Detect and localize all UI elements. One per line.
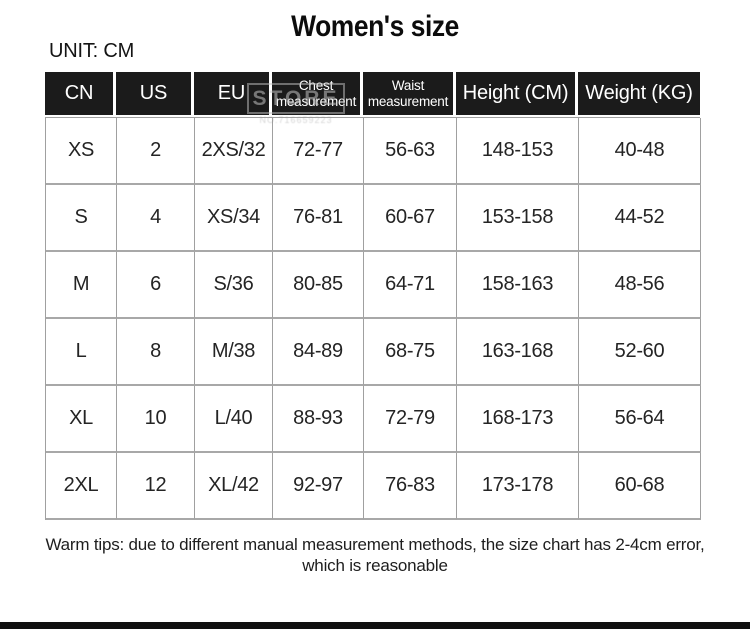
column-header-us: US [116,72,191,115]
table-header-row: CN US EU Chest measurement Waist measure… [45,72,700,115]
table-cell: 84-89 [273,319,364,386]
table-cell: 2XL [46,453,117,520]
table-cell: 163-168 [457,319,579,386]
table-cell: 10 [117,386,195,453]
column-header-cn: CN [45,72,113,115]
table-cell: 148-153 [457,118,579,185]
table-cell: M [46,252,117,319]
table-cell: 40-48 [579,118,701,185]
warm-tips-line2: which is reasonable [302,556,448,575]
table-cell: 158-163 [457,252,579,319]
table-cell: 68-75 [364,319,457,386]
table-cell: 44-52 [579,185,701,252]
column-header-weight: Weight (KG) [578,72,700,115]
table-cell: XL/42 [195,453,273,520]
table-cell: 64-71 [364,252,457,319]
table-cell: 12 [117,453,195,520]
table-cell: 6 [117,252,195,319]
table-cell: S [46,185,117,252]
table-cell: 72-79 [364,386,457,453]
column-header-eu: EU [194,72,269,115]
bottom-bar [0,622,750,629]
table-cell: 173-178 [457,453,579,520]
table-cell: M/38 [195,319,273,386]
table-cell: 2XS/32 [195,118,273,185]
warm-tips-note: Warm tips: due to different manual measu… [0,534,750,576]
warm-tips-line1: Warm tips: due to different manual measu… [45,535,705,554]
table-cell: 72-77 [273,118,364,185]
size-table: CN US EU Chest measurement Waist measure… [45,72,701,520]
table-body: XS 2 2XS/32 72-77 56-63 148-153 40-48 S … [45,117,701,520]
column-header-waist: Waist measurement [363,72,453,115]
page-title: Women's size [291,10,459,43]
column-header-chest: Chest measurement [272,72,360,115]
table-cell: 60-68 [579,453,701,520]
table-cell: 56-63 [364,118,457,185]
table-cell: XL [46,386,117,453]
table-cell: 88-93 [273,386,364,453]
table-cell: 153-158 [457,185,579,252]
table-cell: 168-173 [457,386,579,453]
table-cell: 56-64 [579,386,701,453]
column-header-height: Height (CM) [456,72,575,115]
table-cell: 60-67 [364,185,457,252]
table-cell: L/40 [195,386,273,453]
table-cell: 2 [117,118,195,185]
table-cell: 92-97 [273,453,364,520]
table-cell: S/36 [195,252,273,319]
table-cell: 76-81 [273,185,364,252]
table-cell: L [46,319,117,386]
table-cell: 8 [117,319,195,386]
table-cell: 80-85 [273,252,364,319]
table-cell: 4 [117,185,195,252]
table-cell: XS [46,118,117,185]
table-cell: 48-56 [579,252,701,319]
table-cell: XS/34 [195,185,273,252]
table-cell: 76-83 [364,453,457,520]
table-cell: 52-60 [579,319,701,386]
unit-label: UNIT: CM [49,40,135,62]
